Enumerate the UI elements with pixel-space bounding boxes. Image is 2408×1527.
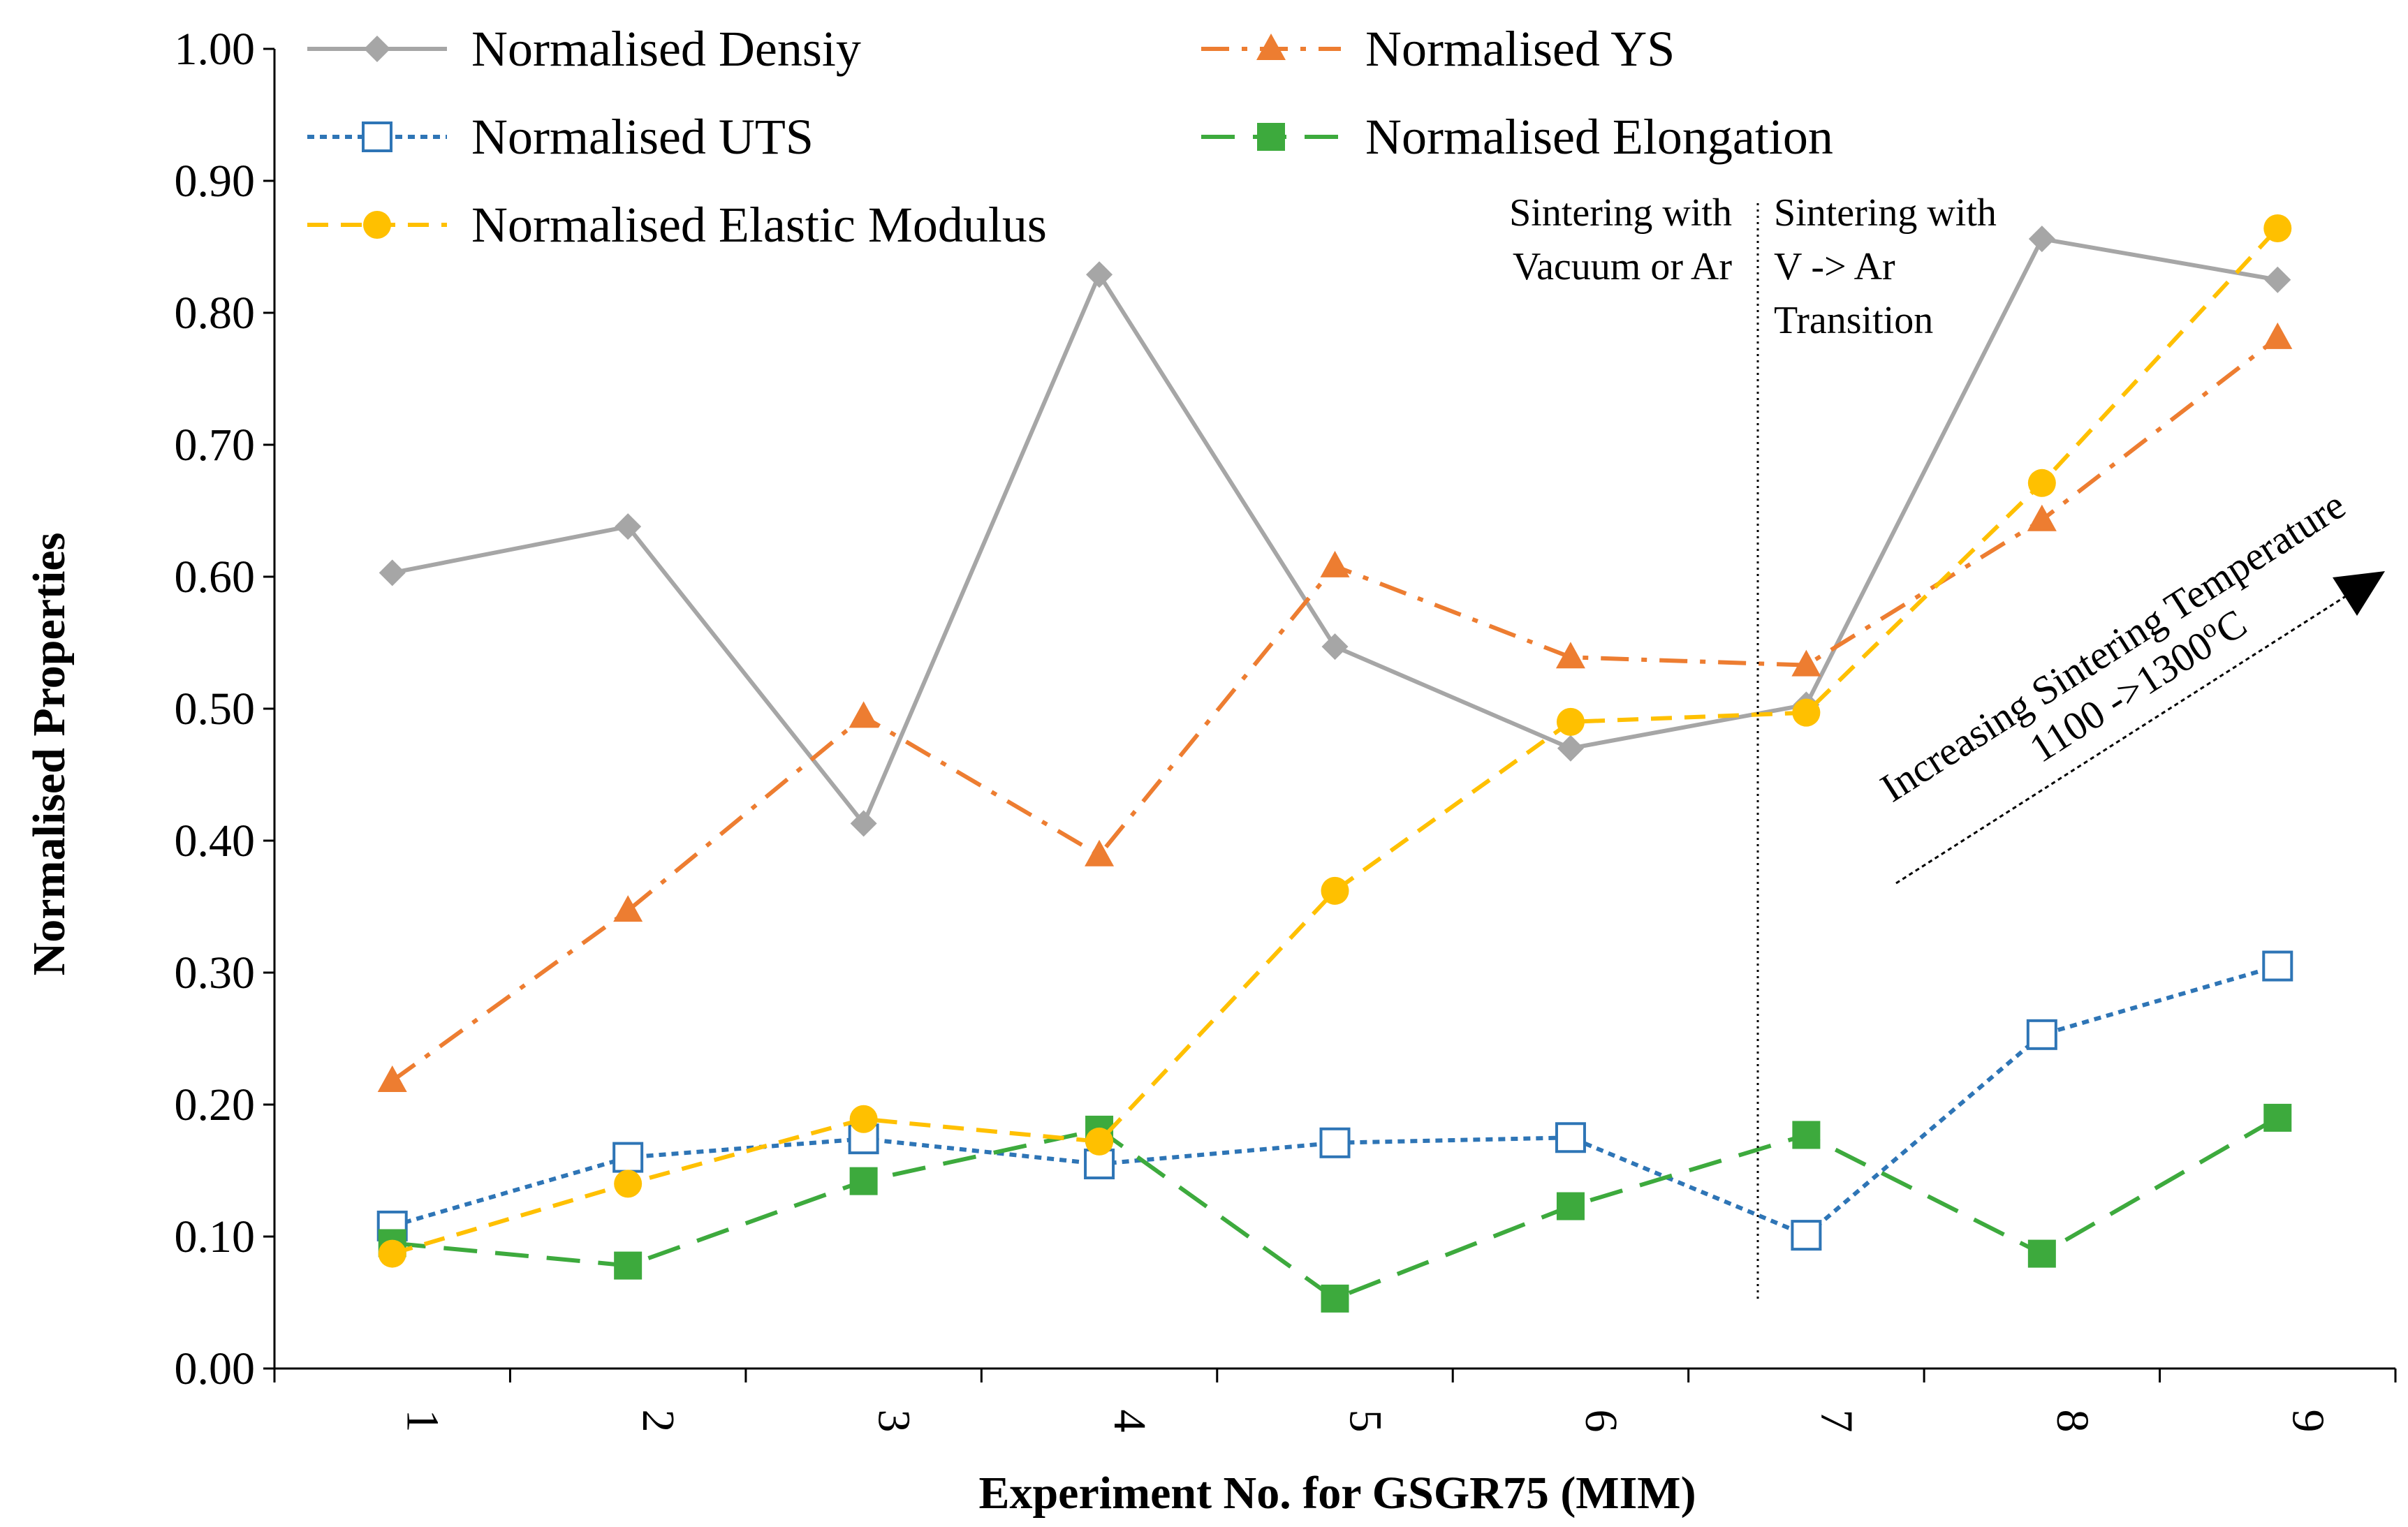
data-point bbox=[2264, 266, 2291, 293]
legend-label: Normalised YS bbox=[1365, 21, 1675, 77]
data-point bbox=[613, 895, 643, 922]
legend-entry: Normalised Elongation bbox=[1201, 109, 1833, 165]
legend-entry: Normalised UTS bbox=[307, 109, 814, 165]
series-line bbox=[391, 227, 2279, 1256]
temperature-arrow-head bbox=[2333, 571, 2385, 616]
data-point bbox=[1791, 649, 1821, 677]
x-tick-label: 8 bbox=[2047, 1410, 2098, 1433]
y-tick-label: 0.20 bbox=[175, 1079, 256, 1130]
legend-marker bbox=[364, 36, 390, 62]
data-point bbox=[1086, 261, 1113, 288]
data-point bbox=[1791, 1220, 1822, 1251]
right-region-label-line2: V -> Ar bbox=[1774, 245, 1895, 288]
series-5 bbox=[378, 214, 2292, 1268]
data-point bbox=[1321, 633, 1349, 661]
data-point bbox=[2262, 950, 2293, 982]
legend-entry: Normalised Elastic Modulus bbox=[307, 197, 1047, 253]
axes: 0.00 0.10 0.20 0.30 0.40 0.50 0.60 0.70 0.80 0.90… bbox=[175, 24, 2397, 1433]
legend-marker bbox=[1257, 123, 1285, 151]
data-point bbox=[379, 559, 406, 587]
legend-marker bbox=[363, 211, 391, 239]
data-point bbox=[2027, 504, 2057, 531]
data-point bbox=[1085, 1127, 1114, 1156]
y-tick-label: 0.00 bbox=[175, 1343, 256, 1394]
x-tick-label: 1 bbox=[397, 1410, 448, 1433]
temperature-arrow-line bbox=[1895, 592, 2351, 885]
x-tick-label: 9 bbox=[2282, 1410, 2333, 1433]
data-point bbox=[1321, 876, 1349, 905]
data-point bbox=[1556, 1192, 1585, 1220]
data-point bbox=[1085, 839, 1115, 866]
legend-marker bbox=[1256, 34, 1286, 60]
series-line bbox=[391, 964, 2279, 1238]
data-point bbox=[1319, 1127, 1351, 1158]
y-tick-label: 0.40 bbox=[175, 816, 256, 866]
data-point bbox=[377, 1065, 407, 1092]
data-point bbox=[614, 1251, 643, 1280]
x-axis-title: Experiment No. for GSGR75 (MIM) bbox=[978, 1468, 1696, 1519]
series-line bbox=[392, 1116, 2279, 1301]
data-point bbox=[1321, 1284, 1349, 1313]
data-point bbox=[1555, 1122, 1586, 1153]
data-point bbox=[612, 1142, 644, 1173]
x-tick-label: 2 bbox=[633, 1410, 684, 1433]
series-1 bbox=[379, 226, 2291, 837]
legend: Normalised Densiy Normalised YS Normalised… bbox=[307, 21, 1833, 253]
x-tick-label: 4 bbox=[1104, 1410, 1155, 1433]
y-tick-label: 0.90 bbox=[175, 156, 256, 207]
left-region-label-line2: Vacuum or Ar bbox=[1513, 245, 1733, 288]
x-tick-label: 6 bbox=[1576, 1410, 1627, 1433]
series-2 bbox=[377, 322, 2293, 1092]
x-tick-label: 7 bbox=[1811, 1410, 1862, 1433]
right-region-label-line3: Transition bbox=[1774, 299, 1933, 342]
legend-entry: Normalised YS bbox=[1201, 21, 1675, 77]
data-point bbox=[2027, 1239, 2056, 1268]
y-tick-label: 0.30 bbox=[175, 947, 256, 998]
data-point bbox=[2263, 1103, 2292, 1132]
y-axis-title: Normalised Properties bbox=[24, 533, 75, 976]
data-point bbox=[2028, 226, 2055, 253]
right-region-label-line1: Sintering with bbox=[1774, 191, 1997, 235]
left-region-label-line1: Sintering with bbox=[1509, 191, 1732, 235]
data-point bbox=[1555, 642, 1585, 669]
data-point bbox=[1557, 735, 1584, 762]
y-tick-label: 0.70 bbox=[175, 420, 256, 471]
y-tick-label: 0.50 bbox=[175, 684, 256, 735]
legend-entry: Normalised Densiy bbox=[307, 21, 861, 77]
data-point bbox=[2263, 322, 2293, 349]
data-point bbox=[849, 701, 879, 728]
data-point bbox=[1792, 698, 1821, 727]
x-tick-label: 3 bbox=[869, 1410, 920, 1433]
x-tick-label: 5 bbox=[1340, 1410, 1391, 1433]
data-point bbox=[1320, 550, 1350, 577]
data-point bbox=[2027, 469, 2056, 497]
legend-label: Normalised Elastic Modulus bbox=[471, 197, 1047, 253]
data-point bbox=[849, 1105, 878, 1133]
legend-label: Normalised Densiy bbox=[471, 21, 861, 77]
legend-label: Normalised Elongation bbox=[1365, 109, 1833, 165]
series-3 bbox=[376, 950, 2293, 1251]
y-tick-label: 1.00 bbox=[175, 24, 256, 75]
data-point bbox=[1556, 707, 1585, 736]
data-point bbox=[378, 1239, 406, 1268]
data-point bbox=[850, 810, 877, 837]
data-point bbox=[2263, 214, 2292, 243]
y-tick-label: 0.60 bbox=[175, 552, 256, 603]
temperature-label-line1: Increasing Sintering Temperature bbox=[1872, 482, 2353, 811]
data-point bbox=[1792, 1121, 1821, 1149]
data-point bbox=[615, 513, 642, 540]
series-lines bbox=[376, 214, 2293, 1313]
legend-marker bbox=[362, 121, 392, 152]
data-point bbox=[849, 1167, 878, 1195]
legend-label: Normalised UTS bbox=[471, 109, 814, 165]
y-tick-label: 0.10 bbox=[175, 1211, 256, 1262]
y-tick-label: 0.80 bbox=[175, 288, 256, 339]
data-point bbox=[2026, 1019, 2057, 1050]
data-point bbox=[614, 1170, 643, 1198]
